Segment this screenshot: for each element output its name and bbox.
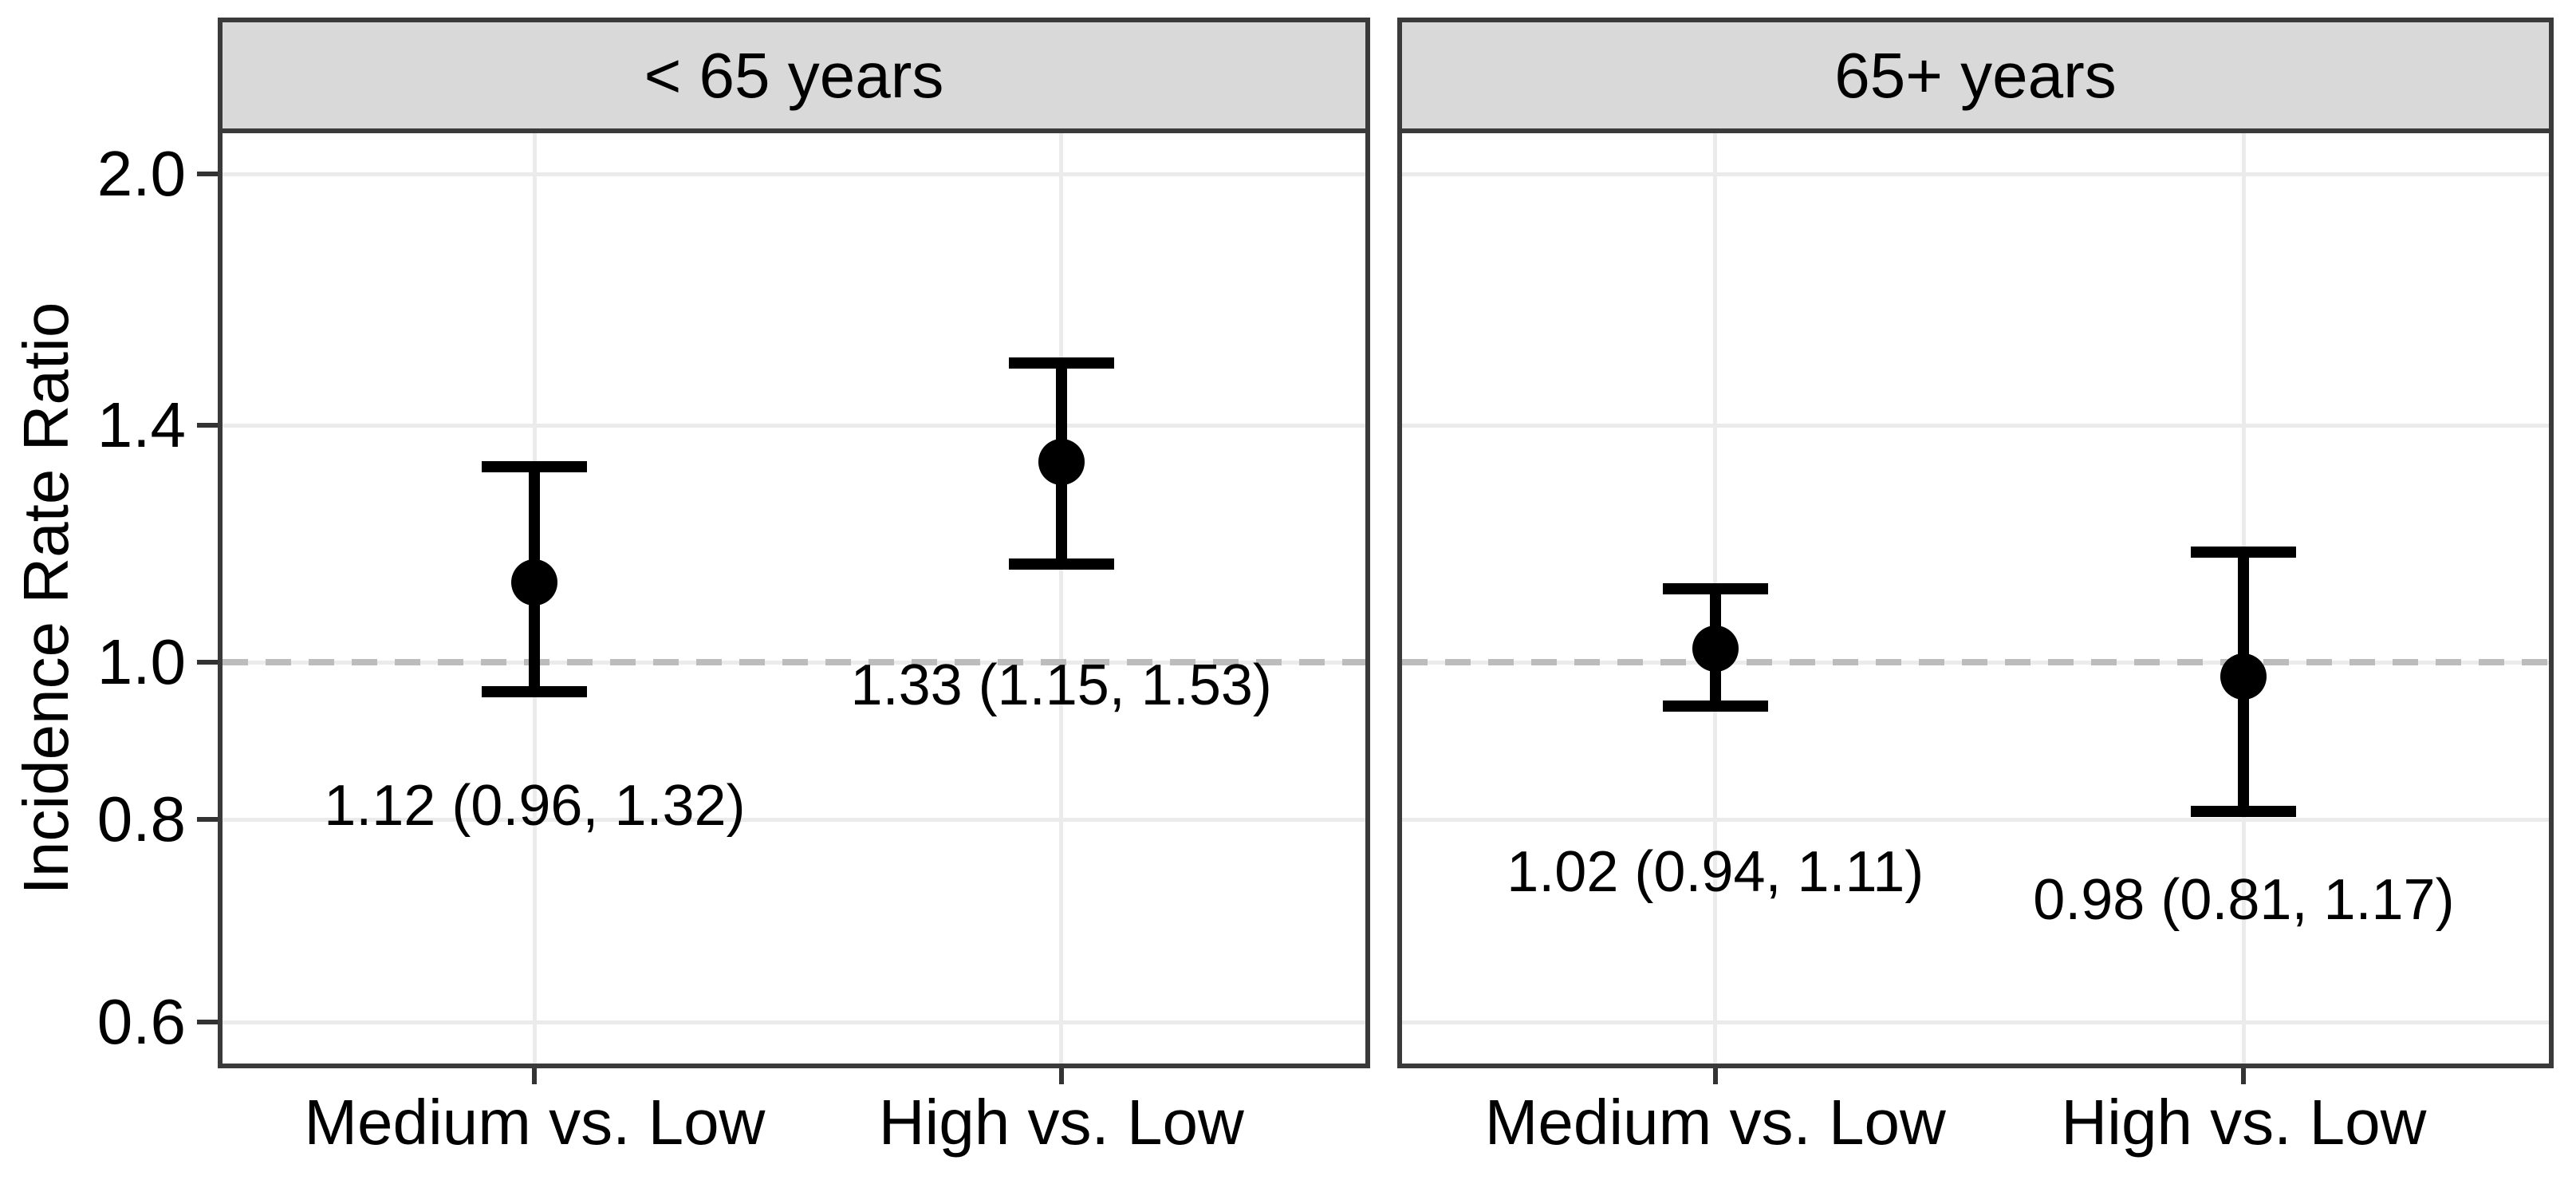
x-category-label: Medium vs. Low	[304, 1087, 766, 1158]
point-estimate-marker	[1692, 625, 1739, 672]
y-tick-mark	[197, 817, 218, 823]
error-bar-cap-top	[2191, 546, 2297, 558]
horizontal-gridline	[223, 172, 1365, 176]
horizontal-gridline	[1402, 1020, 2549, 1024]
estimate-label: 1.12 (0.96, 1.32)	[324, 774, 746, 839]
y-tick-label: 0.6	[97, 986, 186, 1058]
error-bar-cap-bottom	[2191, 805, 2297, 817]
facet-strip: 65+ years	[1397, 18, 2554, 133]
x-category-label: High vs. Low	[878, 1087, 1244, 1158]
horizontal-gridline	[223, 817, 1365, 822]
error-bar-cap-bottom	[1662, 701, 1768, 712]
estimate-label: 1.02 (0.94, 1.11)	[1507, 839, 1924, 904]
x-tick-mark	[2241, 1068, 2247, 1084]
reference-line	[223, 659, 1365, 666]
y-tick-mark	[197, 660, 218, 665]
facet-title: 65+ years	[1834, 39, 2117, 111]
panel-border	[218, 128, 1370, 1068]
y-tick-mark	[197, 172, 218, 177]
panel: 1.02 (0.94, 1.11) 0.98 (0.81, 1.17)	[1397, 128, 2554, 1068]
x-tick-mark	[1712, 1068, 1718, 1084]
point-estimate-marker	[511, 559, 558, 606]
error-bar-cap-top	[482, 461, 588, 473]
x-tick-mark	[1058, 1068, 1064, 1084]
error-bar-cap-top	[1008, 357, 1114, 369]
y-tick-label: 1.0	[97, 626, 186, 698]
y-tick-label: 1.4	[97, 389, 186, 461]
x-category-label: High vs. Low	[2061, 1087, 2427, 1158]
y-tick-mark	[197, 423, 218, 428]
horizontal-gridline	[1402, 817, 2549, 822]
y-tick-mark	[197, 1020, 218, 1025]
reference-line	[1402, 659, 2549, 666]
horizontal-gridline	[223, 1020, 1365, 1024]
facet-title: < 65 years	[644, 39, 944, 111]
error-bar-cap-bottom	[482, 685, 588, 697]
horizontal-gridline	[223, 423, 1365, 428]
facet-strip: < 65 years	[218, 18, 1370, 133]
estimate-label: 1.33 (1.15, 1.53)	[850, 653, 1272, 717]
y-tick-label: 0.8	[97, 783, 186, 855]
x-tick-mark	[532, 1068, 538, 1084]
point-estimate-marker	[2220, 653, 2267, 701]
y-tick-label: 2.0	[97, 138, 186, 210]
error-bar-cap-top	[1662, 583, 1768, 595]
horizontal-gridline	[1402, 423, 2549, 428]
panel: 1.12 (0.96, 1.32) 1.33 (1.15, 1.53)	[218, 128, 1370, 1068]
point-estimate-marker	[1038, 438, 1085, 485]
horizontal-gridline	[1402, 172, 2549, 176]
vertical-gridline	[1059, 133, 1064, 1064]
estimate-label: 0.98 (0.81, 1.17)	[2033, 868, 2455, 933]
error-bar-cap-bottom	[1008, 558, 1114, 570]
x-category-label: Medium vs. Low	[1484, 1087, 1946, 1158]
